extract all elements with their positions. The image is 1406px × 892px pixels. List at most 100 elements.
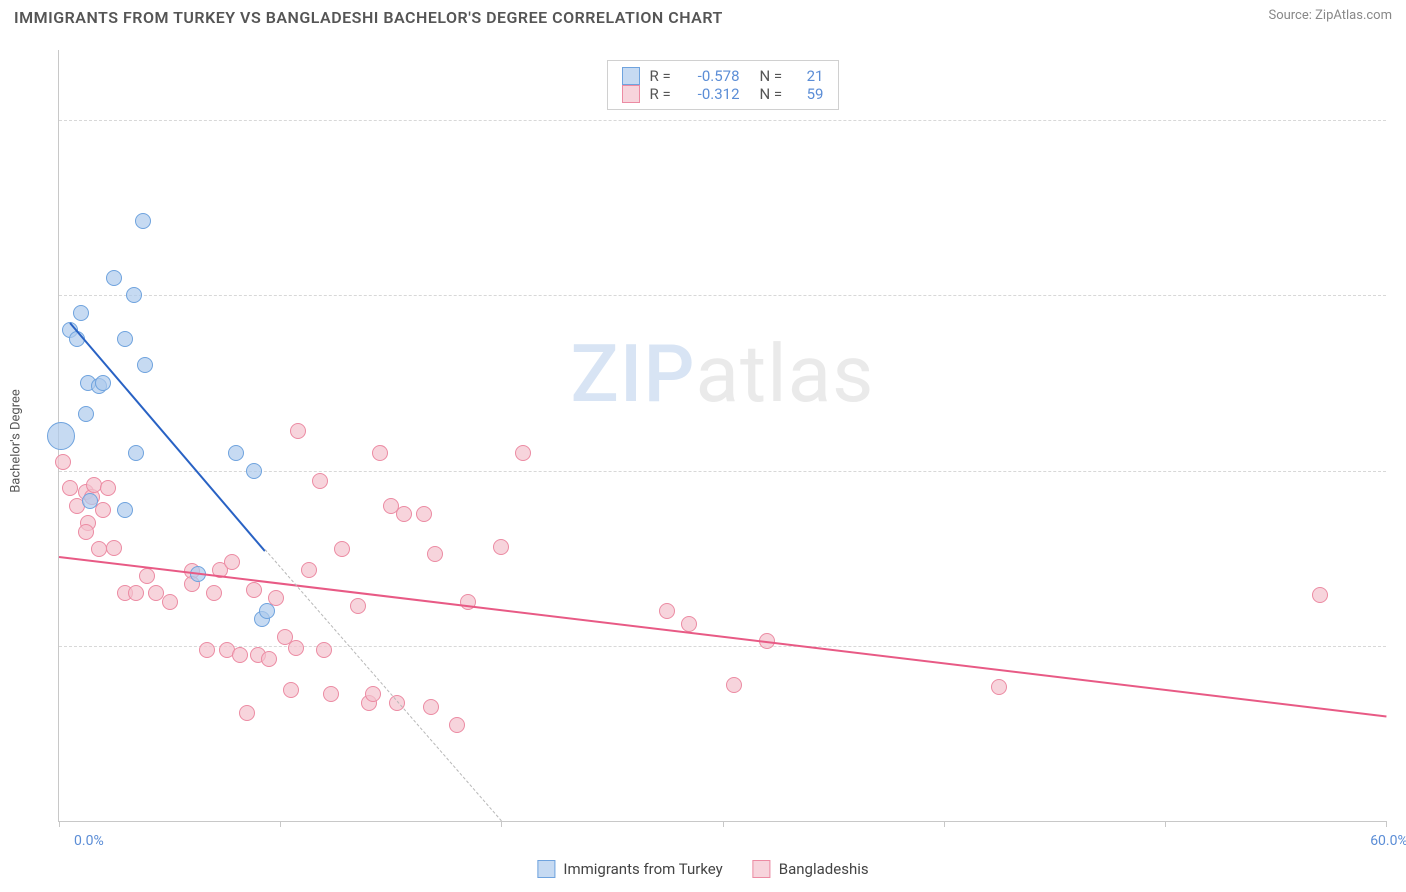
- legend-label: Immigrants from Turkey: [563, 860, 722, 878]
- source-prefix: Source:: [1268, 8, 1315, 23]
- scatter-point: [199, 642, 215, 658]
- scatter-point: [493, 539, 509, 555]
- stat-n-label: N =: [760, 67, 784, 85]
- scatter-point: [301, 562, 317, 578]
- chart-area: Bachelor's Degree ZIPatlas R =-0.578N =2…: [40, 40, 1396, 842]
- scatter-point: [106, 540, 122, 556]
- scatter-point: [246, 582, 262, 598]
- scatter-point: [423, 699, 439, 715]
- stat-r-value: -0.312: [684, 85, 740, 103]
- scatter-point: [396, 506, 412, 522]
- scatter-point: [135, 213, 151, 229]
- scatter-point: [365, 686, 381, 702]
- scatter-point: [117, 331, 133, 347]
- scatter-point: [416, 506, 432, 522]
- chart-title: IMMIGRANTS FROM TURKEY VS BANGLADESHI BA…: [14, 8, 723, 27]
- legend-item: Bangladeshis: [753, 860, 869, 878]
- scatter-point: [312, 473, 328, 489]
- stat-r-value: -0.578: [684, 67, 740, 85]
- gridline-horizontal: [59, 295, 1386, 296]
- x-tick-mark: [723, 821, 724, 827]
- source-attribution: Source: ZipAtlas.com: [1268, 8, 1392, 23]
- scatter-point: [323, 686, 339, 702]
- watermark-atlas: atlas: [696, 327, 875, 421]
- scatter-point: [228, 445, 244, 461]
- stat-r-label: R =: [650, 85, 674, 103]
- y-axis-label: Bachelor's Degree: [9, 389, 24, 493]
- stat-n-label: N =: [760, 85, 784, 103]
- scatter-point: [128, 445, 144, 461]
- scatter-point: [449, 717, 465, 733]
- y-tick-label: 80.0%: [1392, 112, 1406, 128]
- stats-legend-box: R = -0.578 N = 21 R = -0.312 N = 59: [607, 60, 839, 110]
- scatter-point: [232, 647, 248, 663]
- scatter-point: [283, 682, 299, 698]
- x-tick-mark: [501, 821, 502, 827]
- scatter-point: [106, 270, 122, 286]
- plot-region: ZIPatlas R =-0.578N =21R =-0.312N =59 20…: [58, 50, 1386, 822]
- legend-swatch: [753, 860, 771, 878]
- scatter-point: [681, 616, 697, 632]
- trendline: [59, 556, 1386, 717]
- x-tick-mark: [944, 821, 945, 827]
- scatter-point: [137, 357, 153, 373]
- scatter-point: [128, 585, 144, 601]
- trendline-dashed: [264, 550, 501, 822]
- scatter-point: [239, 705, 255, 721]
- scatter-point: [427, 546, 443, 562]
- y-tick-label: 40.0%: [1392, 463, 1406, 479]
- legend-swatch: [537, 860, 555, 878]
- scatter-point: [47, 422, 75, 450]
- scatter-point: [162, 594, 178, 610]
- scatter-point: [246, 463, 262, 479]
- scatter-point: [259, 603, 275, 619]
- scatter-point: [206, 585, 222, 601]
- gridline-horizontal: [59, 120, 1386, 121]
- scatter-point: [350, 598, 366, 614]
- scatter-point: [659, 603, 675, 619]
- scatter-point: [100, 480, 116, 496]
- scatter-point: [224, 554, 240, 570]
- stat-n-value: 21: [794, 67, 824, 85]
- scatter-point: [139, 568, 155, 584]
- scatter-point: [91, 541, 107, 557]
- scatter-point: [1312, 587, 1328, 603]
- scatter-point: [95, 375, 111, 391]
- stat-r-label: R =: [650, 67, 674, 85]
- scatter-point: [991, 679, 1007, 695]
- scatter-point: [261, 651, 277, 667]
- legend-item: Immigrants from Turkey: [537, 860, 722, 878]
- x-tick-mark: [59, 821, 60, 827]
- x-tick-label: 60.0%: [1370, 833, 1406, 849]
- x-tick-mark: [280, 821, 281, 827]
- stat-n-value: 59: [794, 85, 824, 103]
- scatter-point: [316, 642, 332, 658]
- scatter-point: [82, 493, 98, 509]
- source-link[interactable]: ZipAtlas.com: [1315, 8, 1392, 23]
- scatter-point: [78, 406, 94, 422]
- y-tick-label: 20.0%: [1392, 638, 1406, 654]
- scatter-point: [73, 305, 89, 321]
- y-tick-label: 60.0%: [1392, 287, 1406, 303]
- scatter-point: [95, 502, 111, 518]
- scatter-point: [126, 287, 142, 303]
- scatter-point: [62, 480, 78, 496]
- legend-swatch: [622, 67, 640, 85]
- scatter-point: [288, 640, 304, 656]
- watermark-zip: ZIP: [571, 327, 696, 421]
- stats-row: R = -0.312 N = 59: [622, 85, 824, 103]
- legend-swatch: [622, 85, 640, 103]
- x-tick-label: 0.0%: [74, 833, 104, 849]
- chart-header: IMMIGRANTS FROM TURKEY VS BANGLADESHI BA…: [0, 0, 1406, 31]
- scatter-point: [515, 445, 531, 461]
- watermark: ZIPatlas: [571, 327, 875, 421]
- scatter-point: [372, 445, 388, 461]
- scatter-point: [117, 502, 133, 518]
- legend-label: Bangladeshis: [779, 860, 869, 878]
- scatter-point: [334, 541, 350, 557]
- scatter-point: [726, 677, 742, 693]
- stats-row: R = -0.578 N = 21: [622, 67, 824, 85]
- scatter-point: [78, 524, 94, 540]
- scatter-point: [55, 454, 71, 470]
- x-tick-mark: [1165, 821, 1166, 827]
